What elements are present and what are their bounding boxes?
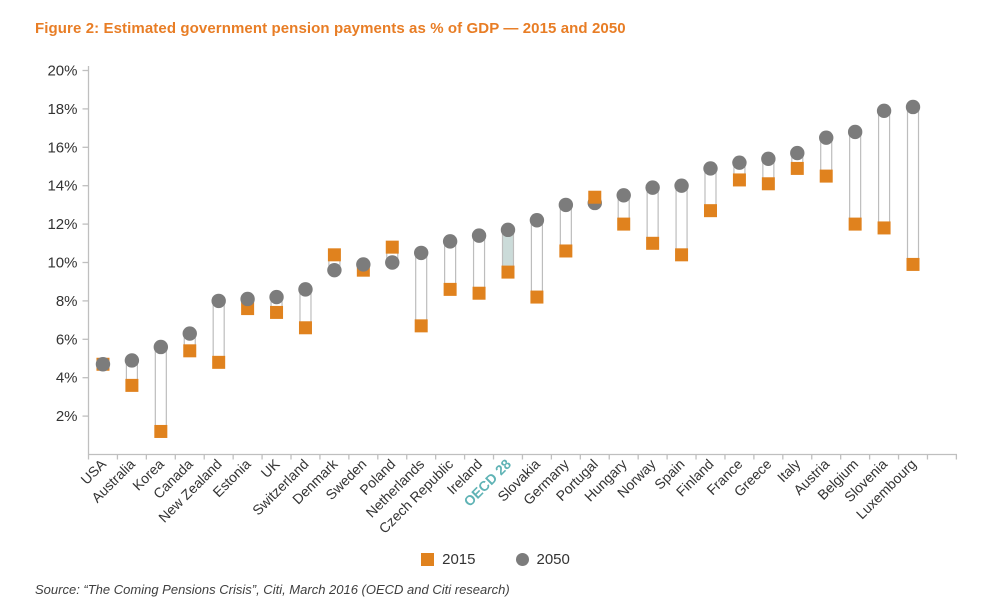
marker-2050-uk — [269, 289, 284, 305]
marker-2050-new-zealand — [211, 293, 226, 309]
marker-2050-hungary — [616, 188, 631, 203]
marker-2015-finland — [703, 204, 717, 218]
marker-2050-australia — [124, 353, 140, 368]
marker-2050-poland — [385, 255, 400, 270]
range-bar-luxembourg — [906, 106, 920, 266]
marker-2050-finland — [703, 161, 718, 176]
marker-2015-switzerland — [298, 321, 312, 335]
legend-item-2050: 2050 — [515, 551, 570, 568]
marker-2015-new-zealand — [212, 355, 226, 369]
marker-2015-ireland — [472, 286, 486, 300]
pension-dumbbell-chart: 2%4%6%8%10%12%14%16%18%20%USAAustraliaKo… — [47, 63, 958, 536]
y-tick-label: 10% — [47, 255, 77, 272]
y-tick-label: 14% — [47, 178, 77, 195]
marker-2050-oecd-28 — [500, 222, 516, 238]
marker-2050-usa — [95, 357, 111, 372]
legend-item-2015: 2015 — [421, 551, 476, 568]
marker-2015-hungary — [617, 217, 631, 231]
y-tick-label: 12% — [47, 216, 77, 233]
marker-2050-norway — [645, 180, 660, 195]
marker-2015-luxembourg — [906, 257, 920, 271]
marker-2050-sweden — [356, 257, 371, 272]
marker-2050-denmark — [327, 262, 342, 278]
marker-2050-estonia — [240, 291, 255, 307]
marker-2050-belgium — [847, 124, 863, 140]
marker-2015-korea — [154, 424, 168, 438]
marker-2015-uk — [270, 305, 284, 319]
marker-2050-luxembourg — [905, 99, 921, 115]
marker-2015-netherlands — [414, 319, 428, 333]
range-bar-netherlands — [415, 252, 428, 327]
range-bar-ireland — [472, 235, 486, 294]
range-bar-belgium — [849, 131, 862, 225]
marker-2050-ireland — [471, 228, 487, 243]
marker-2015-oecd-28 — [501, 265, 515, 279]
marker-2050-czech-republic — [442, 234, 458, 249]
marker-2015-slovenia — [877, 221, 891, 235]
marker-2050-korea — [153, 339, 169, 355]
marker-2050-austria — [819, 130, 834, 145]
marker-2015-italy — [790, 161, 804, 175]
square-marker-icon — [421, 553, 435, 566]
marker-2015-spain — [675, 248, 689, 262]
y-tick-label: 2% — [56, 408, 78, 425]
marker-2015-portugal — [588, 190, 602, 204]
marker-2050-slovakia — [529, 213, 545, 228]
range-bar-norway — [646, 187, 659, 244]
marker-2050-italy — [790, 145, 805, 161]
marker-2050-greece — [761, 151, 776, 167]
marker-2050-switzerland — [298, 282, 313, 297]
y-tick-label: 8% — [56, 293, 78, 310]
marker-2015-germany — [559, 244, 573, 258]
marker-2015-slovakia — [530, 290, 544, 304]
marker-2015-greece — [761, 177, 775, 191]
legend-label-2015: 2015 — [442, 551, 476, 568]
marker-2050-spain — [674, 178, 689, 193]
marker-2015-czech-republic — [443, 282, 457, 296]
marker-2015-belgium — [848, 217, 862, 231]
chart-legend: 2015 2050 — [0, 551, 991, 568]
legend-label-2050: 2050 — [536, 551, 570, 568]
range-bar-slovakia — [530, 219, 544, 298]
marker-2050-slovenia — [876, 103, 892, 119]
y-tick-label: 20% — [47, 63, 77, 80]
marker-2015-norway — [646, 236, 660, 250]
y-tick-label: 4% — [56, 370, 78, 387]
range-bar-korea — [154, 346, 167, 433]
marker-2050-germany — [558, 197, 574, 213]
marker-2015-canada — [183, 344, 197, 358]
marker-2015-austria — [819, 169, 833, 183]
marker-2015-australia — [125, 378, 139, 392]
range-bar-spain — [675, 185, 688, 256]
source-note: Source: “The Coming Pensions Crisis”, Ci… — [35, 582, 510, 597]
y-tick-label: 18% — [47, 101, 77, 118]
range-bar-new-zealand — [212, 300, 225, 363]
marker-2015-france — [732, 173, 746, 187]
range-bar-slovenia — [877, 110, 891, 229]
marker-2015-denmark — [327, 248, 341, 262]
marker-2015-poland — [385, 240, 399, 254]
marker-2050-france — [732, 155, 747, 170]
y-tick-label: 6% — [56, 331, 78, 348]
marker-2050-netherlands — [413, 245, 429, 261]
circle-marker-icon — [515, 553, 529, 566]
y-tick-label: 16% — [47, 139, 77, 156]
marker-2050-canada — [182, 326, 197, 341]
figure-title: Figure 2: Estimated government pension p… — [35, 20, 626, 37]
